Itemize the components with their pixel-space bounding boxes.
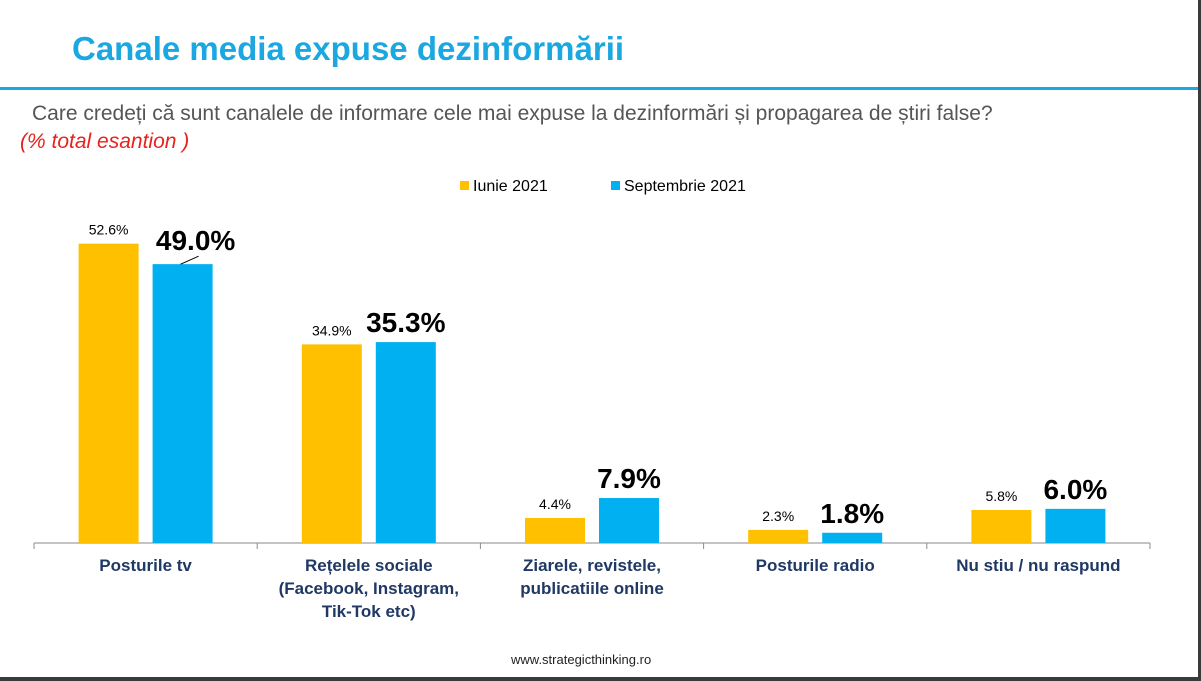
data-label-leader-line	[180, 255, 199, 265]
bar-september-2021	[375, 342, 436, 543]
title-divider	[0, 87, 1198, 90]
slide-frame-right	[1198, 0, 1201, 681]
category-label: Ziarele, revistele,	[523, 556, 661, 575]
data-label-september-2021: 35.3%	[366, 307, 445, 338]
legend-label-0: Iunie 2021	[473, 178, 548, 195]
data-label-september-2021: 1.8%	[820, 498, 884, 529]
category-label: Posturile radio	[756, 556, 875, 575]
slide-frame-bottom	[0, 677, 1201, 681]
bar-june-2021	[525, 517, 585, 543]
category-label: Nu stiu / nu raspund	[956, 556, 1120, 575]
data-label-september-2021: 49.0%	[156, 225, 235, 256]
data-label-june-2021: 5.8%	[985, 488, 1017, 504]
survey-question: Care credeți că sunt canalele de informa…	[32, 102, 993, 125]
bar-september-2021	[822, 532, 883, 543]
bar-june-2021	[748, 529, 809, 543]
bar-june-2021	[971, 509, 1032, 543]
bar-june-2021	[78, 243, 139, 543]
legend-label-1: Septembrie 2021	[624, 178, 746, 195]
bar-september-2021	[152, 264, 213, 543]
data-label-june-2021: 4.4%	[539, 496, 571, 512]
category-label: (Facebook, Instagram,	[279, 579, 459, 598]
bar-june-2021	[301, 344, 362, 543]
sample-note: (% total esantion )	[20, 130, 190, 153]
category-label: Tik-Tok etc)	[322, 602, 416, 621]
footer-url: www.strategicthinking.ro	[511, 652, 652, 667]
data-label-june-2021: 34.9%	[312, 322, 352, 338]
category-label: publicatiile online	[520, 579, 664, 598]
bar-september-2021	[599, 498, 659, 543]
category-label: Rețelele sociale	[305, 556, 433, 575]
data-label-september-2021: 7.9%	[597, 463, 661, 494]
legend-swatch-0	[460, 181, 469, 190]
bar-september-2021	[1045, 508, 1106, 543]
data-label-june-2021: 2.3%	[762, 508, 794, 524]
data-label-june-2021: 52.6%	[89, 222, 129, 238]
category-label: Posturile tv	[99, 556, 192, 575]
slide-title: Canale media expuse dezinformării	[72, 30, 625, 67]
data-label-september-2021: 6.0%	[1043, 474, 1107, 505]
legend-swatch-1	[611, 181, 620, 190]
